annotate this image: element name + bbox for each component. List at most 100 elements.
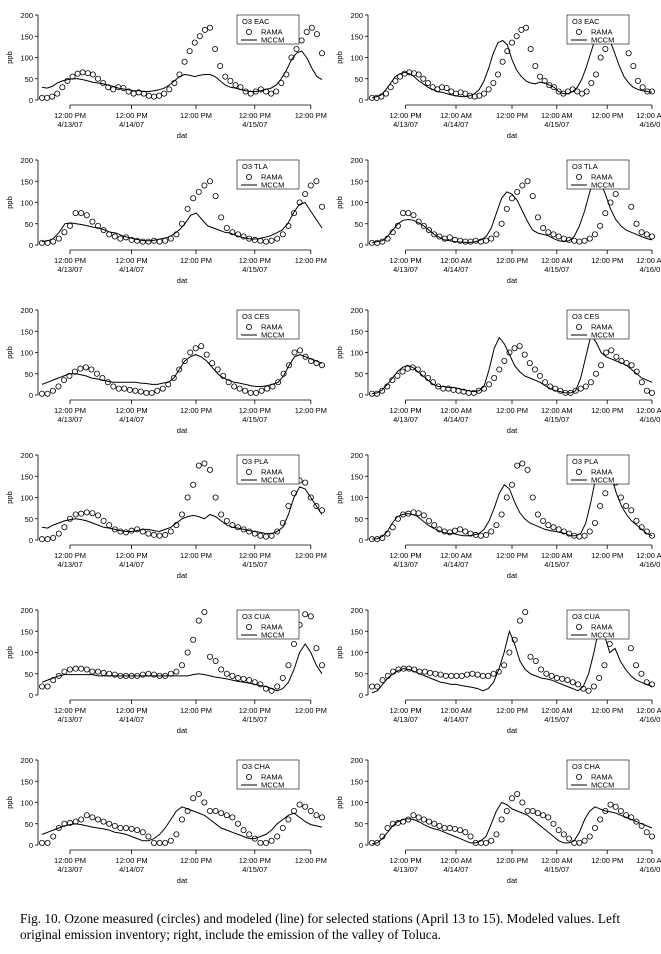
data-point-rama <box>278 80 285 87</box>
x-tick-date: 4/16/07 <box>639 560 661 569</box>
data-point-rama <box>44 536 51 543</box>
data-point-rama <box>508 195 515 202</box>
data-point-rama <box>537 73 544 80</box>
y-axis-label: ppb <box>5 646 14 659</box>
x-tick-date: 4/13/07 <box>57 265 82 274</box>
data-point-rama <box>50 833 57 840</box>
x-tick-label: 12:00 PM <box>591 256 623 265</box>
data-point-rama <box>436 822 443 829</box>
data-point-rama <box>545 814 552 821</box>
data-point-rama <box>498 511 505 518</box>
x-tick-date: 4/14/07 <box>443 715 468 724</box>
y-tick-label: 0 <box>29 691 33 700</box>
data-point-rama <box>128 236 135 243</box>
data-point-rama <box>415 814 422 821</box>
data-point-rama <box>426 517 433 524</box>
legend-marker-rama <box>245 323 252 330</box>
y-tick-label: 0 <box>359 96 363 105</box>
data-point-rama <box>83 212 90 219</box>
x-tick-label: 12:00 PM <box>295 256 327 265</box>
y-tick-label: 50 <box>25 670 33 679</box>
data-point-rama <box>95 816 102 823</box>
data-point-rama <box>257 681 264 688</box>
legend-label-mccm: MCCM <box>591 476 614 485</box>
data-point-rama <box>67 222 74 229</box>
data-point-rama <box>242 88 249 95</box>
series-line-mccm <box>371 173 653 244</box>
legend-marker-rama <box>245 624 252 631</box>
x-tick-label: 12:00 PM <box>116 406 148 415</box>
data-point-rama <box>218 666 225 673</box>
data-point-rama <box>543 670 550 677</box>
data-point-rama <box>257 86 264 93</box>
data-point-rama <box>405 210 412 217</box>
data-point-rama <box>240 675 247 682</box>
data-point-rama <box>268 837 275 844</box>
data-point-rama <box>519 460 526 467</box>
data-point-rama <box>173 831 180 838</box>
x-tick-label: 12:00 PM <box>390 406 422 415</box>
data-point-rama <box>302 353 309 360</box>
x-tick-date: 4/14/07 <box>443 415 468 424</box>
data-point-rama <box>483 237 490 244</box>
data-point-rama <box>117 235 124 242</box>
data-point-rama <box>262 533 269 540</box>
data-point-rama <box>106 820 113 827</box>
data-point-rama <box>67 666 74 673</box>
x-axis-label: dat <box>507 426 518 435</box>
legend-label-rama: RAMA <box>261 773 283 782</box>
legend-title: O3 TLA <box>242 162 268 171</box>
data-point-rama <box>493 231 500 238</box>
y-tick-label: 200 <box>20 451 33 460</box>
data-point-rama <box>150 839 157 846</box>
data-point-rama <box>576 238 583 245</box>
data-point-rama <box>134 526 141 533</box>
x-tick-date: 4/13/07 <box>393 560 418 569</box>
y-tick-label: 100 <box>350 649 363 658</box>
data-point-rama <box>457 526 464 533</box>
data-point-rama <box>223 517 230 524</box>
x-tick-date: 4/13/07 <box>57 865 82 874</box>
legend-title: O3 TLA <box>572 162 598 171</box>
series-line-mccm <box>371 334 653 395</box>
data-point-rama <box>531 366 538 373</box>
data-point-rama <box>214 366 221 373</box>
data-point-rama <box>181 58 188 65</box>
data-point-rama <box>516 343 523 350</box>
x-axis-label: dat <box>507 726 518 735</box>
figure-caption: Fig. 10. Ozone measured (circles) and mo… <box>20 911 621 942</box>
data-point-rama <box>247 389 254 396</box>
x-tick-label: 12:00 PM <box>116 551 148 560</box>
data-point-rama <box>588 80 595 87</box>
data-point-rama <box>532 63 539 70</box>
data-point-rama <box>597 816 604 823</box>
x-tick-date: 4/13/07 <box>393 865 418 874</box>
data-point-rama <box>302 611 309 618</box>
x-tick-label: 12:00 AM <box>440 111 472 120</box>
data-point-rama <box>486 381 493 388</box>
y-tick-label: 150 <box>350 627 363 636</box>
y-tick-label: 150 <box>20 327 33 336</box>
x-tick-date: 4/14/07 <box>119 865 144 874</box>
data-point-rama <box>291 349 298 356</box>
data-point-rama <box>451 527 458 534</box>
data-point-rama <box>212 494 219 501</box>
legend-box <box>566 309 630 340</box>
legend-label-rama: RAMA <box>591 623 613 632</box>
data-point-rama <box>488 837 495 844</box>
data-point-rama <box>218 214 225 221</box>
x-tick-label: 12:00 PM <box>54 856 86 865</box>
data-point-rama <box>488 235 495 242</box>
data-point-rama <box>268 90 275 97</box>
y-tick-label: 0 <box>359 841 363 850</box>
data-point-rama <box>167 837 174 844</box>
data-point-rama <box>313 812 320 819</box>
data-point-rama <box>154 387 161 394</box>
data-point-rama <box>234 231 241 238</box>
data-point-rama <box>501 357 508 364</box>
legend-box <box>566 454 630 485</box>
